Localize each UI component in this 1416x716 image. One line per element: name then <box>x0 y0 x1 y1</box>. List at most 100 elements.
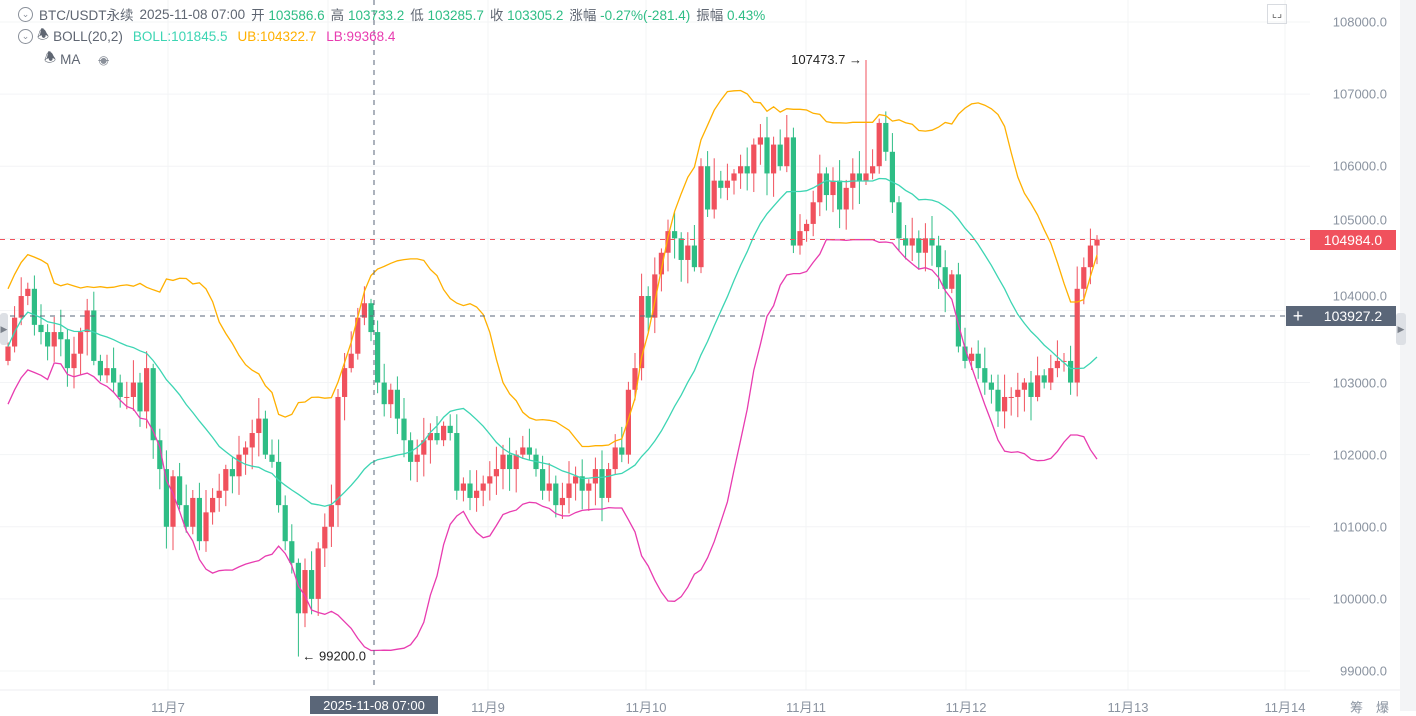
candle-body <box>579 476 585 491</box>
candle-body <box>691 245 697 268</box>
expand-left-panel-button[interactable]: ▶ <box>0 313 8 345</box>
candle-body <box>949 274 955 289</box>
candle-body <box>427 433 433 441</box>
time-tick-label: 11月7 <box>151 700 185 715</box>
expand-right-panel-button[interactable]: ▶ <box>1396 313 1406 345</box>
open-value: 103586.6 <box>268 8 325 23</box>
last-price-tag: 104984.0 <box>1310 230 1396 250</box>
candle-body <box>58 332 64 340</box>
amplitude-label: 振幅 <box>696 8 724 23</box>
candle-body <box>1041 375 1047 383</box>
boll-name[interactable]: BOLL(20,2) <box>53 29 123 44</box>
price-tick-label: 104000.0 <box>1332 288 1387 304</box>
close-value: 103305.2 <box>507 8 564 23</box>
candle-body <box>124 396 130 398</box>
candle-body <box>117 382 123 397</box>
candle-body <box>810 202 816 224</box>
candle-body <box>361 303 367 318</box>
candle-body <box>441 425 447 441</box>
candle-body <box>883 122 889 152</box>
candle-body <box>513 454 519 470</box>
candle-body <box>335 396 341 506</box>
candle-body <box>837 180 843 210</box>
candle-body <box>474 490 480 498</box>
price-tick-label: 103000.0 <box>1332 375 1387 391</box>
candle-body <box>1074 288 1080 383</box>
candle-body <box>1048 368 1054 383</box>
candle-body <box>685 245 691 260</box>
candle-body <box>203 512 209 542</box>
candle-body <box>91 310 97 361</box>
max-price-label: 107473.7 → <box>791 52 862 67</box>
candle-body <box>705 166 711 210</box>
boll-upper-band <box>7 89 1098 448</box>
collapse-chevron-icon[interactable]: ⌄ <box>18 29 33 44</box>
candle-body <box>493 469 499 477</box>
candle-body <box>553 483 559 506</box>
candle-body <box>896 202 902 239</box>
open-label: 开 <box>251 8 265 23</box>
crosshair-price-tag: 103927.2 <box>1310 306 1396 326</box>
candle-body <box>381 382 387 405</box>
price-tick-label: 108000.0 <box>1332 14 1387 30</box>
candle-body <box>342 368 348 397</box>
candle-body <box>348 353 354 369</box>
candle-body <box>137 382 143 412</box>
candle-body <box>672 231 678 239</box>
candle-body <box>150 368 156 441</box>
candle-body <box>480 483 486 491</box>
collapse-chevron-icon[interactable]: ⌄ <box>18 6 33 22</box>
bell-icon[interactable]: 🕭︎ <box>44 50 57 65</box>
candle-body <box>751 144 757 174</box>
candle-body <box>797 231 803 246</box>
candle-body <box>652 274 658 318</box>
candle-body <box>639 296 645 369</box>
price-tick-label: 102000.0 <box>1332 447 1387 463</box>
time-tick-label: 11月14 <box>1264 700 1306 715</box>
candle-body <box>586 483 592 491</box>
candle-body <box>388 389 394 405</box>
candle-body <box>520 447 526 455</box>
candle-body <box>467 483 473 498</box>
candle-body <box>31 288 37 325</box>
candle-body <box>929 238 935 246</box>
candle-body <box>223 469 229 491</box>
candle-body <box>51 332 57 347</box>
candle-body <box>982 368 988 383</box>
boll-lower-band <box>7 238 1098 652</box>
candle-body <box>843 187 849 210</box>
time-tick-label: 11月13 <box>1107 700 1149 715</box>
candle-body <box>738 166 744 174</box>
candle-body <box>830 180 836 196</box>
candle-body <box>771 144 777 174</box>
candle-body <box>632 368 638 390</box>
ma-name[interactable]: MA <box>60 52 81 67</box>
liquidation-button[interactable]: 爆 <box>1376 700 1390 715</box>
eye-off-icon[interactable]: ◉ <box>98 52 109 67</box>
high-label: 高 <box>330 8 345 23</box>
candle-body <box>84 310 90 333</box>
candle-body <box>368 303 374 333</box>
candle-body <box>856 173 862 181</box>
candle-body <box>817 173 823 203</box>
high-value: 103733.2 <box>347 8 405 23</box>
add-alert-plus-button[interactable]: + <box>1286 306 1310 326</box>
candle-body <box>1061 360 1067 362</box>
bell-icon[interactable]: 🕭︎ <box>37 27 50 42</box>
price-tick-label: 107000.0 <box>1332 86 1387 102</box>
change-value: -0.27%(-281.4) <box>600 8 691 23</box>
candle-body <box>1054 360 1060 369</box>
candle-body <box>196 497 202 542</box>
candle-body <box>903 238 909 246</box>
fullscreen-exit-button[interactable]: ⌞⌟ <box>1267 4 1287 24</box>
candle-body <box>1002 396 1008 412</box>
right-panel-edge <box>1400 0 1416 711</box>
candle-body <box>975 353 981 369</box>
candle-body <box>375 332 381 383</box>
candle-body <box>1087 245 1093 268</box>
time-tick-label: 11月11 <box>786 700 826 715</box>
candle-body <box>130 382 136 397</box>
candle-body <box>177 476 183 506</box>
chip-distribution-button[interactable]: 筹 <box>1350 700 1364 715</box>
